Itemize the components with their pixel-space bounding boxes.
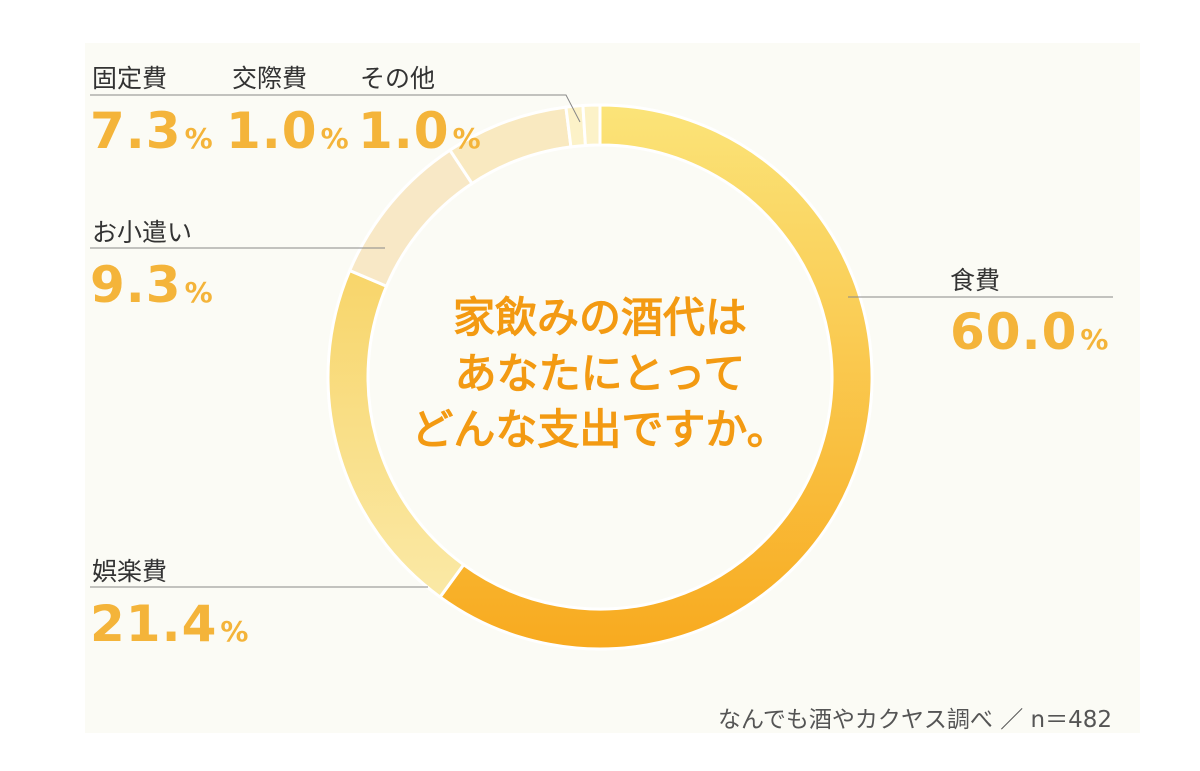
chart-title-line-1: 家飲みの酒代は — [452, 293, 747, 342]
chart-title: 家飲みの酒代は あなたにとって どんな支出ですか。 — [390, 290, 810, 458]
label-leisure: 娯楽費 — [92, 557, 168, 586]
value-food: 60.0% — [950, 303, 1109, 361]
slice-pocket-money — [347, 148, 475, 289]
leader-line-top — [90, 94, 581, 123]
source-note: なんでも酒やカクヤス調べ ／ n＝482 — [718, 707, 1112, 733]
label-other: その他 — [360, 64, 436, 93]
value-other: 1.0% — [358, 102, 481, 160]
chart-title-line-2: あなたにとって — [454, 349, 746, 398]
chart-title-line-3: どんな支出ですか。 — [411, 405, 789, 454]
value-pocket-money: 9.3% — [90, 256, 213, 314]
slice-other — [581, 103, 602, 148]
label-pocket-money: お小遣い — [92, 218, 193, 247]
label-social-costs: 交際費 — [232, 64, 308, 93]
value-fixed-costs: 7.3% — [90, 102, 213, 160]
value-leisure: 21.4% — [90, 595, 249, 653]
slice-food — [438, 103, 874, 651]
label-fixed-costs: 固定費 — [92, 64, 168, 93]
value-social-costs: 1.0% — [226, 102, 349, 160]
label-food: 食費 — [950, 266, 1001, 295]
